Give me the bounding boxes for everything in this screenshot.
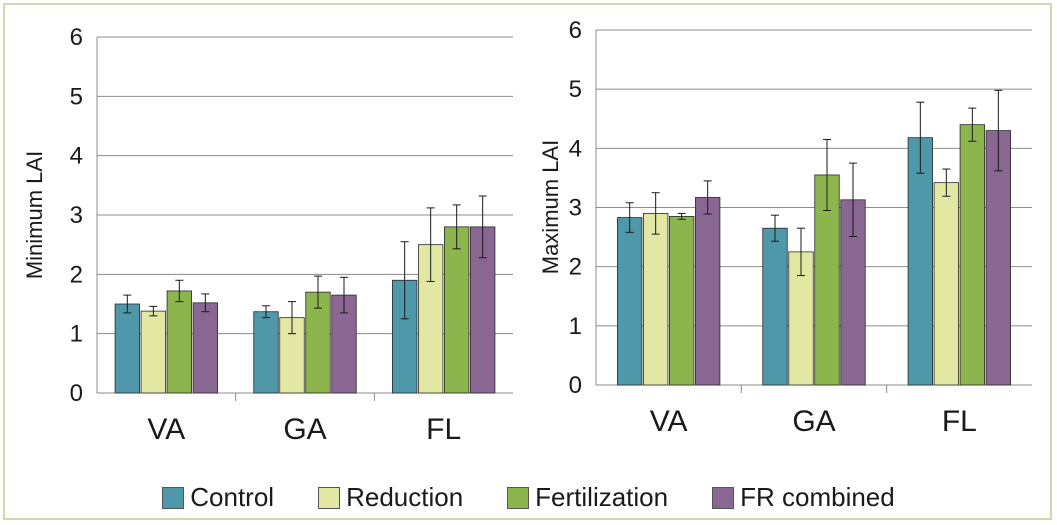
x-tick-label: GA [283,413,326,446]
y-tick-label: 2 [569,254,582,281]
legend-label-reduction: Reduction [346,482,464,512]
legend-swatch-reduction [318,486,341,509]
minimum-lai-chart: 0 1 2 3 4 5 6 Minimum LAI VA GA FL [22,24,513,446]
legend-item-reduction: Reduction [318,482,463,513]
legend-item-fertilization: Fertilization [507,482,668,513]
y-tick-label: 4 [569,135,582,162]
y-tick-label: 5 [569,76,582,103]
legend-label-fertilization: Fertilization [535,482,669,512]
bar-fertilization [166,290,192,394]
bar-reduction [140,310,166,394]
maximum-lai-chart: 0 1 2 3 4 5 6 Maximum LAI VA GA FL [538,17,1032,438]
bar-fr-combined [192,302,218,394]
bar-control [762,227,788,386]
bar-fertilization [669,215,695,386]
y-tick-label: 0 [569,372,582,399]
bar-control [907,137,933,386]
bar-control [114,303,140,394]
bar-fertilization [959,124,985,386]
bar-reduction [643,213,669,386]
y-tick-label: 2 [70,261,83,288]
legend-swatch-fertilization [507,486,530,509]
x-tick-label: VA [147,413,185,446]
y-axis-label: Maximum LAI [538,140,563,274]
bar-fr-combined [695,197,721,386]
x-tick-label: FL [426,413,461,446]
bar-fertilization [305,291,331,394]
bar-control [617,217,643,386]
y-tick-label: 1 [70,321,83,348]
y-axis-label: Minimum LAI [22,151,47,279]
bar-fertilization [444,226,470,394]
bar-fr-combined [985,130,1011,386]
y-tick-label: 1 [569,313,582,340]
bar-reduction [933,182,959,386]
legend: Control Reduction Fertilization FR combi… [0,482,1057,513]
y-tick-label: 6 [569,17,582,44]
y-tick-label: 3 [569,195,582,222]
y-tick-label: 4 [70,143,83,170]
x-tick-label: FL [942,405,977,438]
y-tick-label: 3 [70,202,83,229]
x-tick-label: GA [792,405,835,438]
legend-item-fr-combined: FR combined [712,482,895,513]
legend-swatch-control [162,486,185,509]
y-tick-label: 5 [70,83,83,110]
y-tick-label: 6 [70,24,83,51]
legend-item-control: Control [162,482,274,513]
legend-label-fr-combined: FR combined [740,482,895,512]
legend-swatch-fr-combined [712,486,735,509]
y-tick-label: 0 [70,380,83,407]
bar-control [253,311,279,394]
x-tick-label: VA [650,405,688,438]
legend-label-control: Control [190,482,275,512]
